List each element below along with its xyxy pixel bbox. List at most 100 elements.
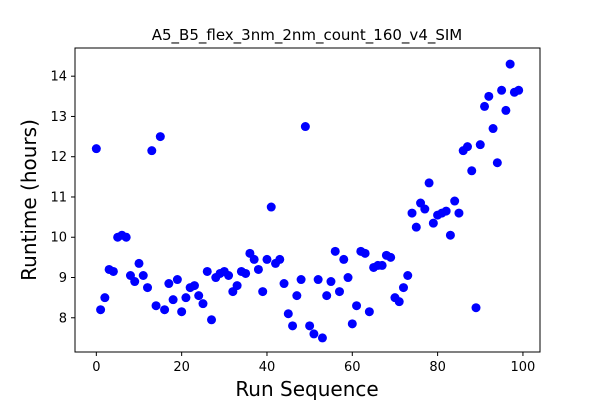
data-point: [420, 204, 430, 214]
data-point: [241, 268, 251, 278]
data-point: [253, 264, 263, 274]
data-point: [172, 275, 182, 285]
data-point: [501, 105, 511, 115]
data-point: [168, 295, 178, 305]
data-point: [121, 232, 131, 242]
data-point: [189, 281, 199, 291]
data-point: [398, 283, 408, 293]
data-point: [484, 91, 494, 101]
data-point: [322, 291, 332, 301]
data-point: [130, 277, 140, 287]
y-tick-label: 8: [59, 311, 67, 326]
data-point: [488, 124, 498, 134]
data-point: [202, 266, 212, 276]
data-point: [279, 279, 289, 289]
data-point: [266, 202, 276, 212]
data-point: [262, 254, 272, 264]
data-point: [164, 279, 174, 289]
data-point: [155, 132, 165, 142]
data-point: [347, 319, 357, 329]
data-point: [275, 254, 285, 264]
data-point: [403, 270, 413, 280]
data-point: [96, 305, 106, 315]
data-point: [249, 254, 259, 264]
x-tick-label: 80: [429, 360, 446, 375]
x-axis-label: Run Sequence: [235, 377, 378, 400]
data-point: [364, 307, 374, 317]
data-point: [100, 293, 110, 303]
data-point: [471, 303, 481, 313]
data-point: [480, 101, 490, 111]
data-point: [181, 293, 191, 303]
data-point: [283, 309, 293, 319]
data-point: [143, 283, 153, 293]
data-point: [160, 305, 170, 315]
data-point: [454, 208, 464, 218]
data-point: [198, 299, 208, 309]
data-point: [288, 321, 298, 331]
y-tick-label: 14: [50, 70, 67, 85]
data-point: [394, 297, 404, 307]
x-tick-label: 100: [511, 360, 536, 375]
data-point: [339, 254, 349, 264]
data-point: [317, 333, 327, 343]
y-tick-label: 12: [50, 150, 67, 165]
data-point: [138, 270, 148, 280]
data-point: [300, 122, 310, 132]
data-point: [91, 144, 101, 154]
data-point: [194, 291, 204, 301]
data-point: [108, 266, 118, 276]
data-point: [343, 273, 353, 283]
y-tick-label: 10: [50, 231, 67, 246]
data-point: [326, 277, 336, 287]
data-point: [224, 270, 234, 280]
y-tick-label: 11: [50, 190, 67, 205]
data-point: [360, 248, 370, 258]
chart-title: A5_B5_flex_3nm_2nm_count_160_v4_SIM: [152, 26, 463, 45]
data-point: [177, 307, 187, 317]
data-point: [424, 178, 434, 188]
y-axis-label: Runtime (hours): [17, 119, 41, 281]
data-point: [497, 85, 507, 95]
data-point: [441, 206, 451, 216]
data-points: [91, 59, 524, 343]
x-tick-label: 60: [344, 360, 361, 375]
y-tick-label: 13: [50, 110, 67, 125]
data-point: [462, 142, 472, 152]
data-point: [411, 222, 421, 232]
data-point: [428, 218, 438, 228]
data-point: [309, 329, 319, 339]
data-point: [450, 196, 460, 206]
data-point: [134, 258, 144, 268]
data-point: [151, 301, 161, 311]
data-point: [445, 230, 455, 240]
x-tick-label: 20: [173, 360, 190, 375]
data-point: [258, 287, 268, 297]
x-axis-ticks: 0 20 40 60 80 100: [92, 352, 535, 375]
data-point: [407, 208, 417, 218]
x-tick-label: 0: [92, 360, 100, 375]
x-tick-label: 40: [259, 360, 276, 375]
data-point: [334, 287, 344, 297]
data-point: [467, 166, 477, 176]
data-point: [305, 321, 315, 331]
data-point: [232, 281, 242, 291]
data-point: [377, 260, 387, 270]
data-point: [475, 140, 485, 150]
data-point: [207, 315, 217, 325]
data-point: [147, 146, 157, 156]
data-point: [292, 291, 302, 301]
data-point: [296, 275, 306, 285]
data-point: [313, 275, 323, 285]
data-point: [352, 301, 362, 311]
data-point: [505, 59, 515, 69]
plot-area-frame: [74, 47, 541, 353]
y-axis-ticks: 8 9 10 11 12 13 14: [50, 70, 75, 326]
data-point: [514, 85, 524, 95]
data-point: [330, 246, 340, 256]
data-point: [386, 252, 396, 262]
y-tick-label: 9: [59, 271, 67, 286]
data-point: [492, 158, 502, 168]
